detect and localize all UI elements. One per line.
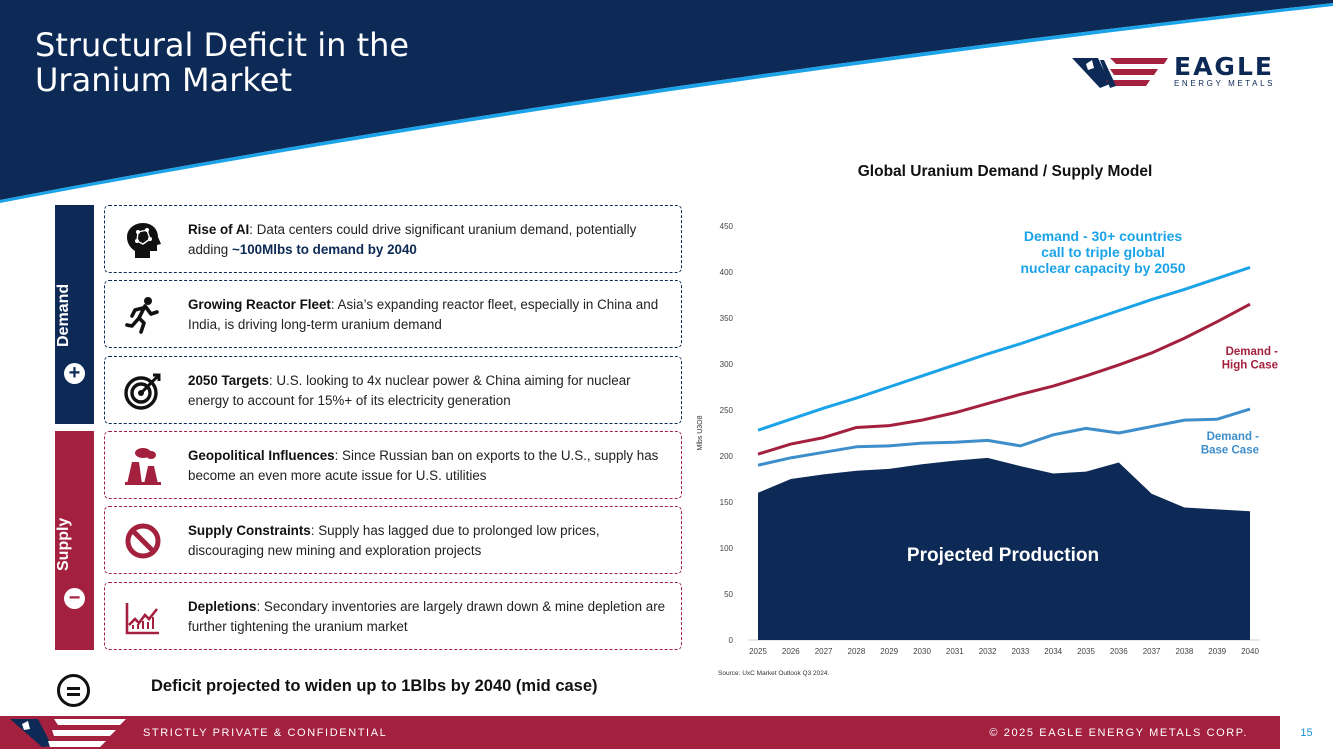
card-text: Depletions: Secondary inventories are la… [188, 599, 666, 634]
y-tick-label: 200 [720, 452, 734, 461]
card-text: Growing Reactor Fleet: Asia’s expanding … [188, 297, 659, 332]
card-rise-of-ai: Rise of AI: Data centers could drive sig… [104, 205, 682, 273]
x-tick-label: 2030 [913, 647, 931, 656]
x-tick-label: 2029 [880, 647, 898, 656]
card-geopolitical-influences: Geopolitical Influences: Since Russian b… [104, 431, 682, 499]
annotation-demand-high: Demand - [1226, 346, 1279, 358]
x-tick-label: 2026 [782, 647, 800, 656]
runner-icon [125, 297, 159, 334]
series-line-2 [757, 407, 1251, 467]
y-tick-label: 150 [720, 498, 734, 507]
page-number-box [1280, 716, 1333, 749]
annotation-demand-base: Demand - [1207, 431, 1260, 443]
card-text: Geopolitical Influences: Since Russian b… [188, 448, 659, 483]
company-logo: EAGLE ENERGY METALS [1070, 52, 1280, 92]
series-line-0 [757, 265, 1251, 432]
logo-wordmark: EAGLE [1174, 52, 1274, 81]
factory-icon [125, 448, 161, 485]
x-tick-label: 2027 [815, 647, 833, 656]
page-title: Structural Deficit in the Uranium Market [35, 28, 409, 98]
confidential-notice: STRICTLY PRIVATE & CONFIDENTIAL [143, 727, 388, 739]
equals-icon [57, 674, 90, 707]
header-banner [0, 0, 1333, 203]
x-tick-label: 2028 [848, 647, 866, 656]
title-line-2: Uranium Market [35, 61, 292, 99]
chart-title: Global Uranium Demand / Supply Model [857, 163, 1153, 180]
logo-subtitle: ENERGY METALS [1174, 79, 1276, 88]
title-line-1: Structural Deficit in the [35, 26, 410, 64]
footer-bar [0, 716, 1333, 749]
x-tick-label: 2025 [749, 647, 767, 656]
x-tick-label: 2035 [1077, 647, 1095, 656]
card-text: Supply Constraints: Supply has lagged du… [188, 523, 600, 558]
x-tick-label: 2040 [1241, 647, 1259, 656]
decline-chart-icon [125, 603, 159, 635]
x-tick-label: 2037 [1143, 647, 1161, 656]
y-tick-label: 450 [720, 222, 734, 231]
y-tick-label: 400 [720, 268, 734, 277]
supply-side-bar: Supply − [55, 431, 94, 650]
target-icon [124, 373, 161, 410]
copyright: © 2025 EAGLE ENERGY METALS CORP. [989, 727, 1248, 739]
y-axis-label: Mlbs U3O8 [697, 415, 704, 450]
footer-eagle-logo [10, 719, 126, 747]
card-text: 2050 Targets: U.S. looking to 4x nuclear… [188, 373, 631, 408]
y-tick-label: 50 [724, 590, 733, 599]
x-tick-label: 2039 [1208, 647, 1226, 656]
y-tick-label: 350 [720, 314, 734, 323]
eagle-flag-icon [1072, 58, 1168, 88]
annotation-demand-base: Base Case [1201, 445, 1259, 457]
x-tick-label: 2031 [946, 647, 964, 656]
page-number: 15 [1300, 727, 1313, 739]
card-text: Rise of AI: Data centers could drive sig… [188, 222, 637, 257]
plus-icon: + [64, 363, 85, 384]
x-tick-label: 2034 [1044, 647, 1062, 656]
x-tick-label: 2038 [1176, 647, 1194, 656]
demand-supply-chart: 0 50 100 150 200 250 300 350 400 450 Mlbs U3O8 2025… [697, 222, 1279, 656]
annotation-demand-triple: call to triple global [1041, 244, 1165, 260]
y-tick-label: 100 [720, 544, 734, 553]
y-tick-label: 300 [720, 360, 734, 369]
production-area [758, 457, 1250, 640]
x-tick-label: 2033 [1012, 647, 1030, 656]
y-tick-label: 0 [729, 636, 734, 645]
demand-side-bar: Demand + [55, 205, 94, 424]
x-tick-label: 2032 [979, 647, 997, 656]
minus-icon: − [64, 588, 85, 609]
prohibited-icon [125, 523, 161, 559]
demand-label: Demand [55, 283, 72, 347]
card-depletions: Depletions: Secondary inventories are la… [104, 582, 682, 650]
card-2050-targets: 2050 Targets: U.S. looking to 4x nuclear… [104, 356, 682, 424]
supply-label: Supply [55, 517, 72, 571]
annotation-demand-triple: nuclear capacity by 2050 [1021, 260, 1186, 276]
ai-head-icon [127, 223, 161, 258]
y-tick-label: 250 [720, 406, 734, 415]
annotation-demand-triple: Demand - 30+ countries [1024, 228, 1183, 244]
chart-source: Source: UxC Market Outlook Q3 2024. [718, 670, 830, 677]
x-tick-label: 2036 [1110, 647, 1128, 656]
annotation-demand-high: High Case [1222, 360, 1278, 372]
card-supply-constraints: Supply Constraints: Supply has lagged du… [104, 506, 682, 574]
card-growing-reactor-fleet: Growing Reactor Fleet: Asia’s expanding … [104, 280, 682, 348]
series-line-1 [757, 302, 1251, 456]
deficit-statement: Deficit projected to widen up to 1Blbs b… [151, 677, 598, 695]
annotation-production: Projected Production [907, 545, 1099, 566]
